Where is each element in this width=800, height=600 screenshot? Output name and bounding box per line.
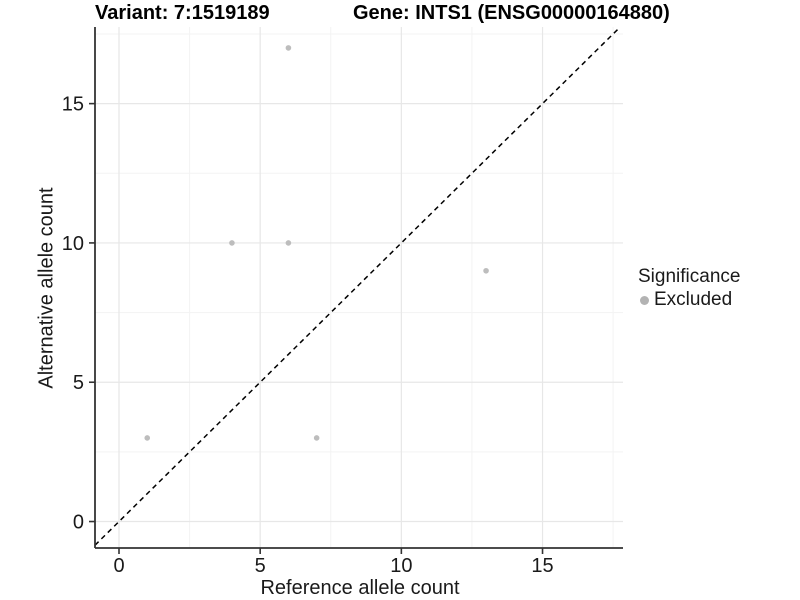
x-tick-label: 5 — [255, 555, 266, 577]
data-point — [285, 240, 292, 246]
data-point — [229, 240, 235, 246]
y-tick-label: 5 — [73, 372, 84, 394]
y-tick-label: 10 — [62, 233, 84, 255]
plot-title-gene: Gene: INTS1 (ENSG00000164880) — [353, 2, 670, 24]
x-tick-label: 10 — [390, 555, 412, 577]
plot-title-variant: Variant: 7:1519189 — [95, 2, 270, 24]
x-axis-title: Reference allele count — [260, 577, 460, 599]
data-point — [483, 267, 489, 274]
legend-key-dot-icon — [640, 295, 649, 305]
identity-line — [94, 26, 621, 546]
legend-item-excluded: Excluded — [638, 289, 740, 311]
data-point — [285, 45, 292, 51]
legend: Significance Excluded — [638, 266, 740, 311]
legend-title: Significance — [638, 266, 741, 287]
y-tick-label: 15 — [62, 94, 84, 116]
legend-item-label: Excluded — [654, 289, 733, 310]
data-point — [313, 435, 320, 441]
data-point — [144, 435, 151, 441]
x-tick-label: 15 — [531, 555, 553, 577]
y-axis-title: Alternative allele count — [35, 187, 58, 389]
x-tick-label: 0 — [113, 555, 124, 577]
y-tick-label: 0 — [73, 512, 84, 534]
